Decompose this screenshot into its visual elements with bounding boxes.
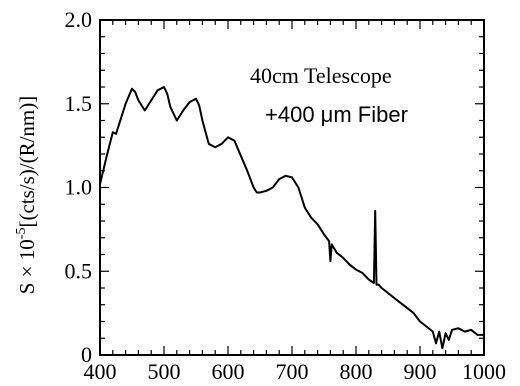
y-tick-label: 0.5 bbox=[65, 258, 93, 283]
y-axis-label-prefix: S × 10 bbox=[15, 239, 39, 294]
y-axis-label-exponent: -5 bbox=[14, 228, 29, 240]
y-axis-label: S × 10-5[(cts/s)/(R/nm)] bbox=[14, 96, 39, 295]
plot-area: 400 500 600 700 800 900 1000 0 0.5 1.0 1.5 2.0 bbox=[65, 7, 507, 384]
annotation-fiber: +400 μm Fiber bbox=[265, 102, 408, 127]
y-tick-label: 1.5 bbox=[65, 91, 93, 116]
x-tick-label: 700 bbox=[276, 359, 309, 384]
y-axis-label-suffix: [(cts/s)/(R/nm)] bbox=[15, 96, 39, 228]
y-tick-label: 0 bbox=[81, 342, 92, 367]
x-tick-label: 1000 bbox=[462, 359, 506, 384]
y-tick-label: 2.0 bbox=[65, 7, 93, 32]
x-tick-label: 800 bbox=[340, 359, 373, 384]
x-tick-label: 900 bbox=[404, 359, 437, 384]
series-line-0 bbox=[99, 86, 484, 350]
annotation-telescope: 40cm Telescope bbox=[250, 63, 392, 88]
x-tick-label: 500 bbox=[148, 359, 181, 384]
x-tick-label: 600 bbox=[212, 359, 245, 384]
x-tick-label: 400 bbox=[84, 359, 117, 384]
y-tick-label: 1.0 bbox=[65, 175, 93, 200]
y-axis-label-text: S × 10-5[(cts/s)/(R/nm)] bbox=[14, 96, 39, 295]
